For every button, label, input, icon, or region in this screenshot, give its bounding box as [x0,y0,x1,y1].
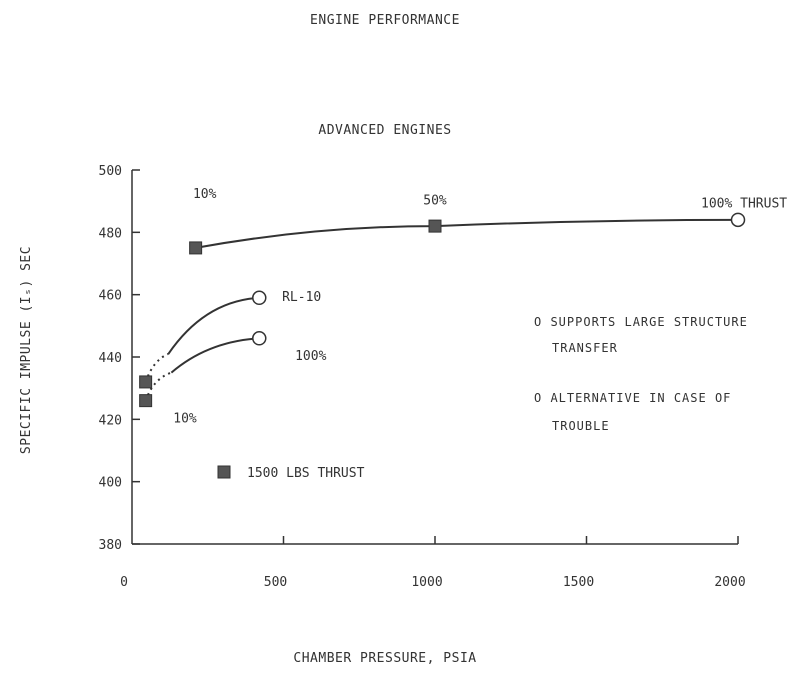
legend-label: 1500 LBS THRUST [247,466,365,481]
chart-subtitle: ADVANCED ENGINES [318,123,451,138]
legend: 1500 LBS THRUST [217,465,365,481]
notes: O SUPPORTS LARGE STRUCTURE TRANSFER O AL… [534,315,748,433]
circle-marker [252,290,267,306]
annotation-label: 100% [295,349,326,364]
square-marker [139,375,153,389]
annotation-label: 10% [173,411,197,426]
note-line-4: TROUBLE [552,419,610,433]
x-ticks: 0 500 1000 1500 2000 [120,536,746,590]
y-tick-label: 480 [99,226,122,241]
series-curve [170,337,260,374]
series-dotted-segment [144,371,172,401]
square-marker [189,241,203,255]
annotation-label: 100% THRUST [701,196,787,211]
note-line-2: TRANSFER [552,341,618,355]
annotation-label: 50% [423,193,447,208]
x-tick-label: 2000 [714,575,745,590]
y-tick-label: 400 [99,476,122,491]
series-3 [139,331,267,408]
annotation-label: 10% [193,187,217,202]
series-1 [189,212,746,255]
x-tick-label: 500 [264,575,287,590]
annotation-label: RL-10 [282,290,321,305]
square-marker [139,394,153,408]
annotations: 10% 50% 100% THRUST RL-10 100% 10% [173,187,787,426]
y-tick-label: 420 [99,413,122,428]
note-line-3: O ALTERNATIVE IN CASE OF [534,391,731,405]
y-ticks: 380 400 420 440 460 480 500 [99,164,140,553]
series-curve [195,218,739,249]
note-line-1: O SUPPORTS LARGE STRUCTURE [534,315,748,329]
x-axis-label: CHAMBER PRESSURE, PSIA [293,651,476,666]
chart-title: ENGINE PERFORMANCE [310,13,460,28]
series-2 [139,290,267,389]
y-tick-label: 380 [99,538,122,553]
legend-square-marker [217,465,231,479]
circle-marker [730,212,746,228]
x-tick-label: 0 [120,575,128,590]
x-tick-label: 1500 [563,575,594,590]
y-tick-label: 440 [99,351,122,366]
y-tick-label: 460 [99,289,122,304]
square-marker [428,219,442,233]
x-tick-label: 1000 [411,575,442,590]
y-axis-label: SPECIFIC IMPULSE (Iₛ) SEC [19,246,34,454]
circle-marker [252,331,267,346]
series-curve [167,296,260,355]
y-tick-label: 500 [99,164,122,179]
series-group [139,212,746,408]
